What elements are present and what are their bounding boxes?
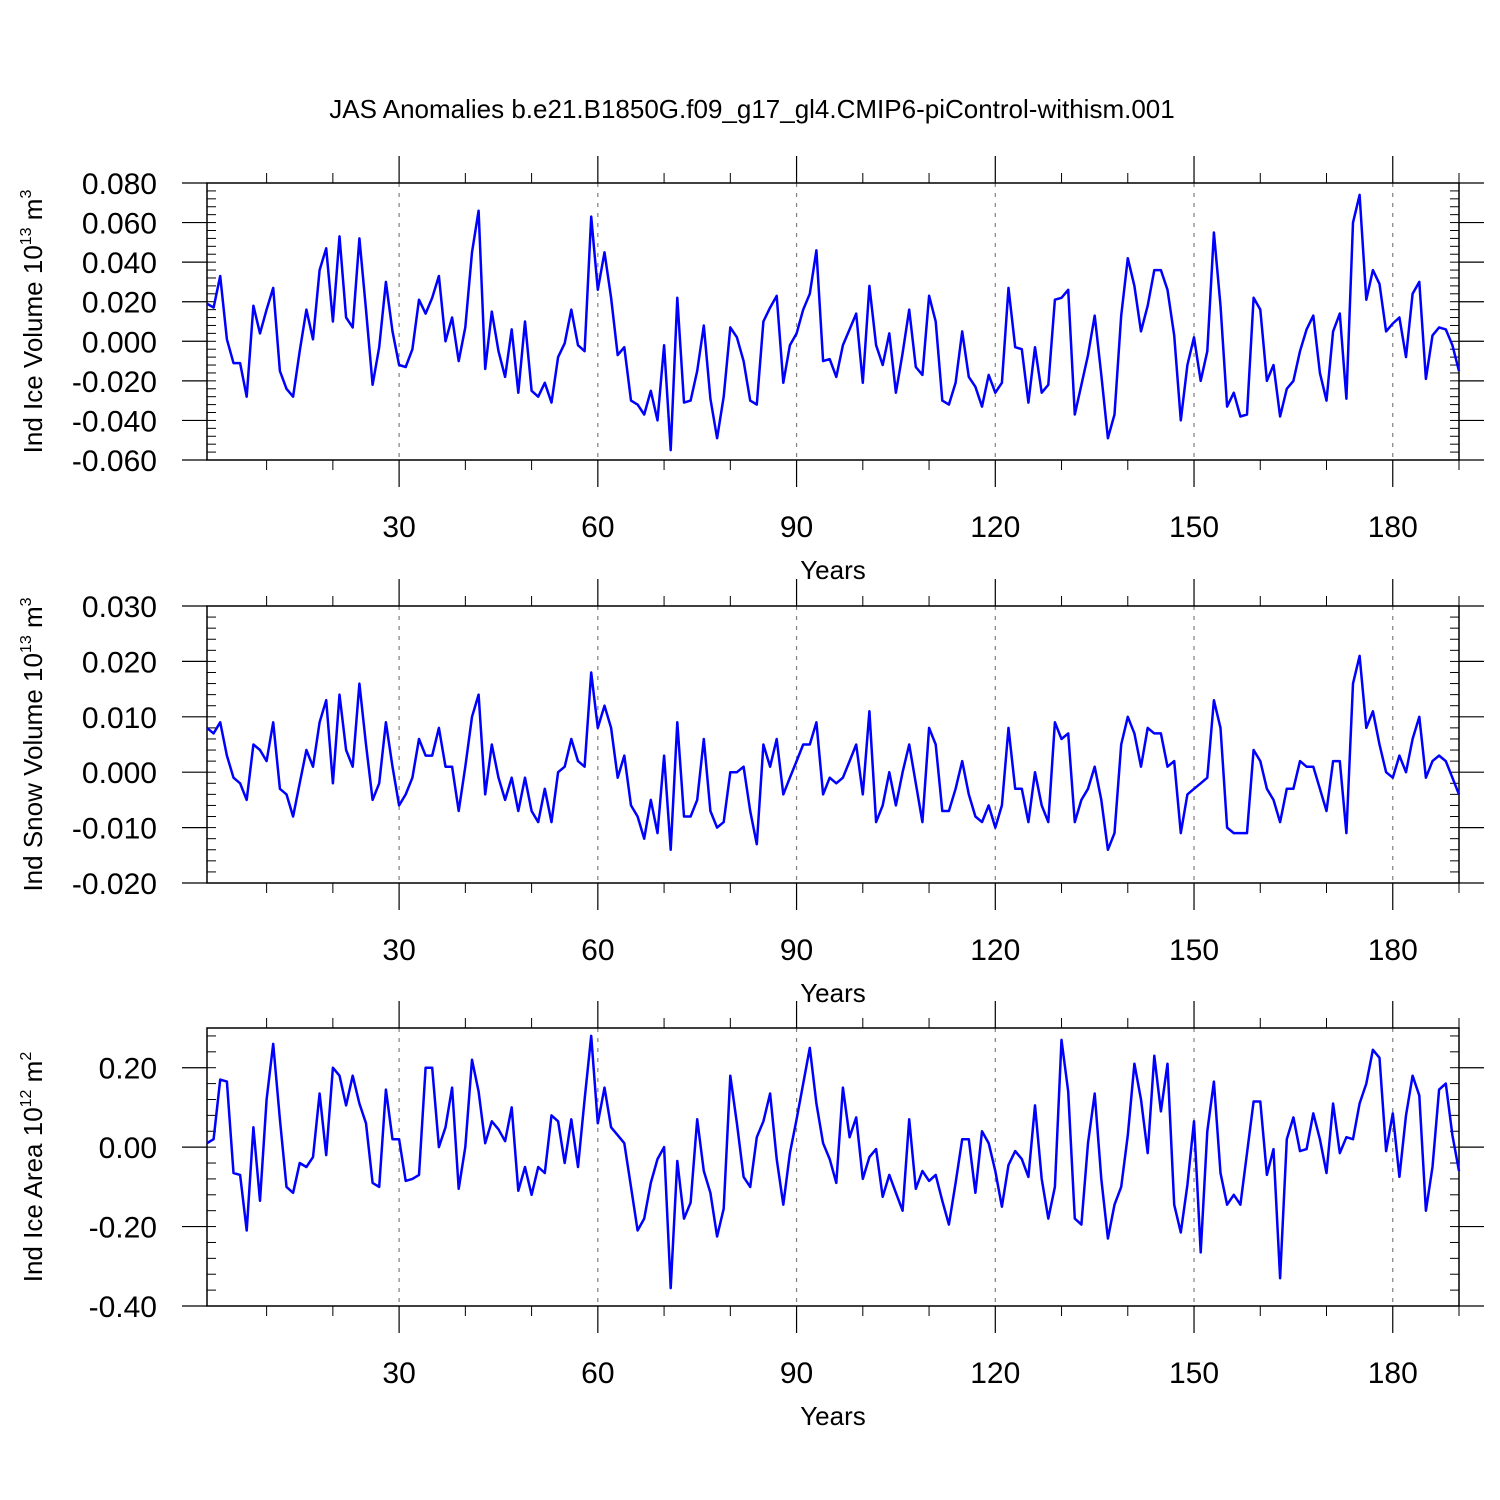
- series-line-ice-volume: [206, 193, 1461, 452]
- y-tick-label: 0.040: [82, 247, 157, 280]
- x-tick-label: 90: [780, 934, 813, 967]
- x-tick-label: 150: [1169, 1357, 1219, 1390]
- panels: 30 60 90 120 150 180 -0.060 -0.040 -0.020 0.000 0.…: [18, 156, 1484, 1431]
- x-tick-label: 150: [1169, 511, 1219, 544]
- y-tick-label: 0.000: [82, 757, 157, 790]
- y-tick-label: 0.20: [99, 1053, 157, 1086]
- x-tick-label: 90: [780, 1357, 813, 1390]
- panel-ice-volume: 30 60 90 120 150 180 -0.060 -0.040 -0.020 0.000 0.…: [18, 156, 1484, 585]
- y-tick-label: 0.010: [82, 702, 157, 735]
- x-tick-label: 180: [1368, 934, 1418, 967]
- y-tick-label: 0.030: [82, 591, 157, 624]
- x-tick-label: 180: [1368, 511, 1418, 544]
- chart-title: JAS Anomalies b.e21.B1850G.f09_g17_gl4.C…: [329, 94, 1174, 124]
- x-tick-label: 180: [1368, 1357, 1418, 1390]
- x-tick-label: 60: [581, 1357, 614, 1390]
- plot-frame: [206, 182, 1460, 461]
- y-tick-label: -0.060: [72, 445, 157, 478]
- x-tick-label: 120: [970, 511, 1020, 544]
- x-tick-label: 90: [780, 511, 813, 544]
- y-axis-label: Ind Ice Volume 1013 m3: [18, 190, 48, 454]
- y-tick-label: -0.020: [72, 366, 157, 399]
- y-axis-label: Ind Snow Volume 1013 m3: [18, 597, 48, 891]
- x-axis-label: Years: [800, 978, 866, 1008]
- x-tick-label: 120: [970, 934, 1020, 967]
- y-tick-label: 0.000: [82, 326, 157, 359]
- x-tick-label: 30: [382, 511, 415, 544]
- panel-ice-area: 30 60 90 120 150 180 -0.40 -0.20 0.00 0.20 Years In…: [18, 1001, 1484, 1431]
- x-axis-label: Years: [800, 1401, 866, 1431]
- series-line-snow-volume: [206, 654, 1461, 852]
- x-tick-label: 60: [581, 511, 614, 544]
- x-tick-label: 30: [382, 934, 415, 967]
- y-tick-label: 0.00: [99, 1132, 157, 1165]
- plot-frame: [206, 605, 1460, 884]
- y-tick-label: -0.040: [72, 405, 157, 438]
- series-line-ice-area: [206, 1034, 1461, 1290]
- y-tick-label: 0.060: [82, 208, 157, 241]
- y-tick-label: 0.080: [82, 168, 157, 201]
- y-tick-label: 0.020: [82, 646, 157, 679]
- x-tick-label: 30: [382, 1357, 415, 1390]
- x-tick-label: 120: [970, 1357, 1020, 1390]
- y-tick-label: -0.020: [72, 868, 157, 901]
- x-tick-label: 60: [581, 934, 614, 967]
- x-tick-label: 150: [1169, 934, 1219, 967]
- y-axis-label: Ind Ice Area 1012 m2: [18, 1052, 48, 1283]
- x-axis-label: Years: [800, 555, 866, 585]
- y-tick-label: -0.010: [72, 813, 157, 846]
- panel-snow-volume: 30 60 90 120 150 180 -0.020 -0.010 0.000 0.010 0.0…: [18, 579, 1484, 1008]
- y-tick-label: -0.20: [89, 1212, 157, 1245]
- y-tick-label: 0.020: [82, 287, 157, 320]
- y-tick-label: -0.40: [89, 1291, 157, 1324]
